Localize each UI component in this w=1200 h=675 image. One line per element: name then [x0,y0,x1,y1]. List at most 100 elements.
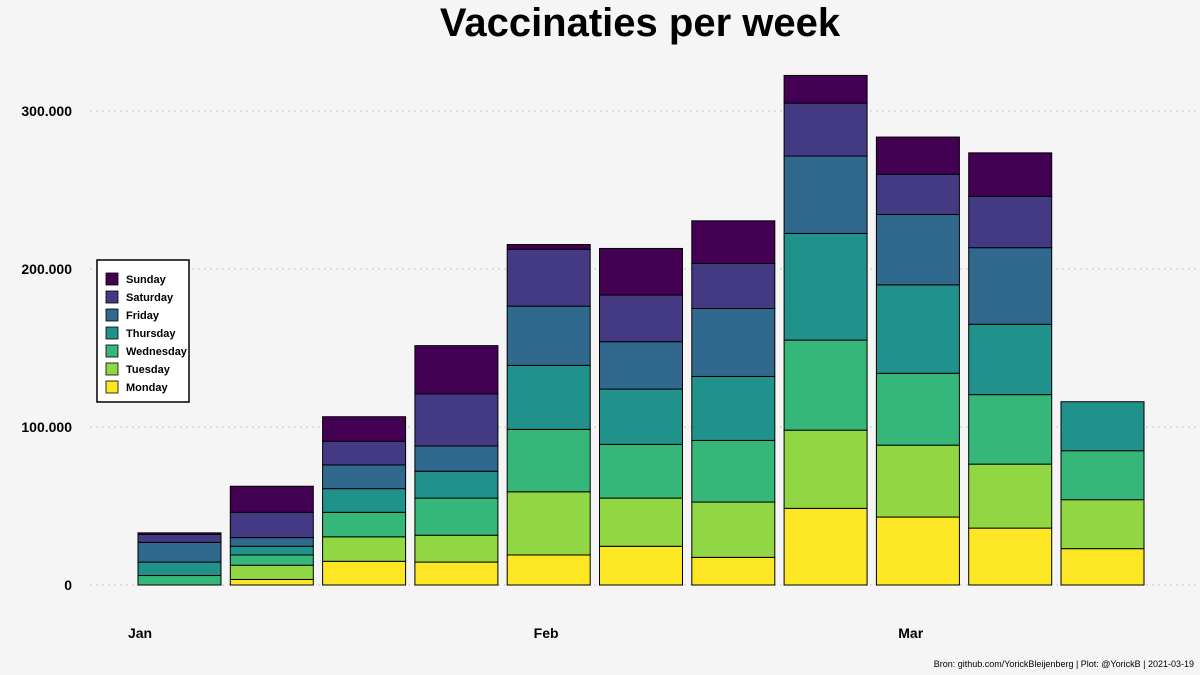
bar-segment-saturday [875,173,960,215]
chart-title: Vaccinaties per week [440,1,841,45]
legend-swatch [105,290,119,304]
bar-segment-monday [875,516,960,586]
bar-group [322,416,407,586]
bar-segment-wednesday [322,511,407,538]
bar-segment-wednesday [968,394,1053,465]
bar-segment-friday [783,155,868,234]
bar-segment-tuesday [322,536,407,562]
bar-segment-friday [414,445,499,472]
bar-segment-tuesday [414,534,499,563]
bar-segment-saturday [968,195,1053,249]
bar-segment-wednesday [599,443,683,499]
bar-segment-monday [1060,548,1145,586]
bar-segment-wednesday [1060,450,1145,501]
legend-swatch [105,362,119,376]
bar-segment-tuesday [506,491,591,556]
bar-segment-tuesday [229,564,314,580]
bar-segment-thursday [783,232,868,341]
bar-segment-monday [691,556,776,586]
bar-segment-tuesday [783,429,868,509]
bars [137,74,1145,586]
bar-segment-friday [968,247,1053,325]
bar-segment-sunday [229,485,314,513]
legend-swatch [105,380,119,394]
x-tick-label: Feb [534,625,559,641]
bar-segment-friday [322,464,407,490]
bar-group [229,485,314,586]
bar-segment-thursday [968,323,1053,396]
legend-swatch [105,308,119,322]
bar-group [968,152,1053,586]
bar-segment-sunday [599,247,683,296]
bar-group [783,74,868,586]
y-tick-label: 0 [64,577,72,593]
bar-segment-monday [599,545,683,586]
legend-swatch [105,326,119,340]
y-axis: 0 100.000 200.000 300.000 [21,103,72,593]
bar-segment-monday [783,507,868,586]
bar-segment-wednesday [506,428,591,493]
bar-group [691,220,776,586]
legend-swatch [105,272,119,286]
x-tick-label: Mar [898,625,923,641]
x-tick-label: Jan [128,625,152,641]
bar-segment-tuesday [1060,499,1145,550]
bar-segment-monday [968,527,1053,586]
legend-label: Monday [126,382,168,394]
bar-segment-friday [599,341,683,390]
bar-segment-thursday [691,375,776,441]
bar-group [1060,401,1145,586]
bar-segment-wednesday [229,554,314,566]
legend-label: Sunday [126,274,167,286]
legend-swatch [105,344,119,358]
bar-segment-sunday [322,416,407,442]
bar-group [414,345,499,586]
bar-group [875,136,960,586]
bar-segment-tuesday [691,501,776,558]
bar-segment-saturday [506,248,591,307]
bar-segment-tuesday [875,444,960,518]
bar-segment-saturday [691,262,776,309]
bar-segment-wednesday [414,497,499,536]
bar-segment-sunday [875,136,960,175]
bar-segment-tuesday [968,463,1053,529]
bar-segment-friday [875,213,960,286]
bar-segment-saturday [414,393,499,447]
y-tick-label: 100.000 [21,419,72,435]
bar-segment-thursday [322,488,407,513]
bar-segment-saturday [229,511,314,539]
bar-segment-friday [137,541,222,563]
bar-segment-thursday [137,561,222,577]
y-tick-label: 300.000 [21,103,72,119]
legend-label: Tuesday [126,364,171,376]
bar-segment-thursday [229,545,314,556]
bar-segment-thursday [875,284,960,374]
bar-segment-sunday [968,152,1053,197]
x-axis: Jan Feb Mar [128,625,924,641]
bar-segment-thursday [506,364,591,430]
bar-segment-sunday [691,220,776,264]
legend-label: Saturday [126,292,174,304]
bar-segment-saturday [783,102,868,157]
bar-group [599,247,683,586]
bar-segment-monday [229,578,314,586]
bar-segment-sunday [414,345,499,395]
bar-segment-thursday [1060,401,1145,452]
bar-segment-monday [414,561,499,586]
bar-segment-monday [506,554,591,586]
bar-segment-saturday [137,533,222,543]
bar-segment-friday [691,308,776,377]
bar-segment-wednesday [875,372,960,446]
legend-label: Friday [126,310,160,322]
legend: Sunday Saturday Friday Thursday Wednesday Tue… [96,259,190,403]
bar-segment-thursday [599,388,683,445]
bar-segment-thursday [414,470,499,499]
legend-label: Wednesday [126,346,188,358]
bar-segment-saturday [599,294,683,343]
bar-segment-friday [506,305,591,366]
bar-segment-wednesday [137,575,222,586]
bar-segment-sunday [137,532,222,535]
bar-segment-wednesday [691,439,776,503]
bar-segment-sunday [506,244,591,250]
